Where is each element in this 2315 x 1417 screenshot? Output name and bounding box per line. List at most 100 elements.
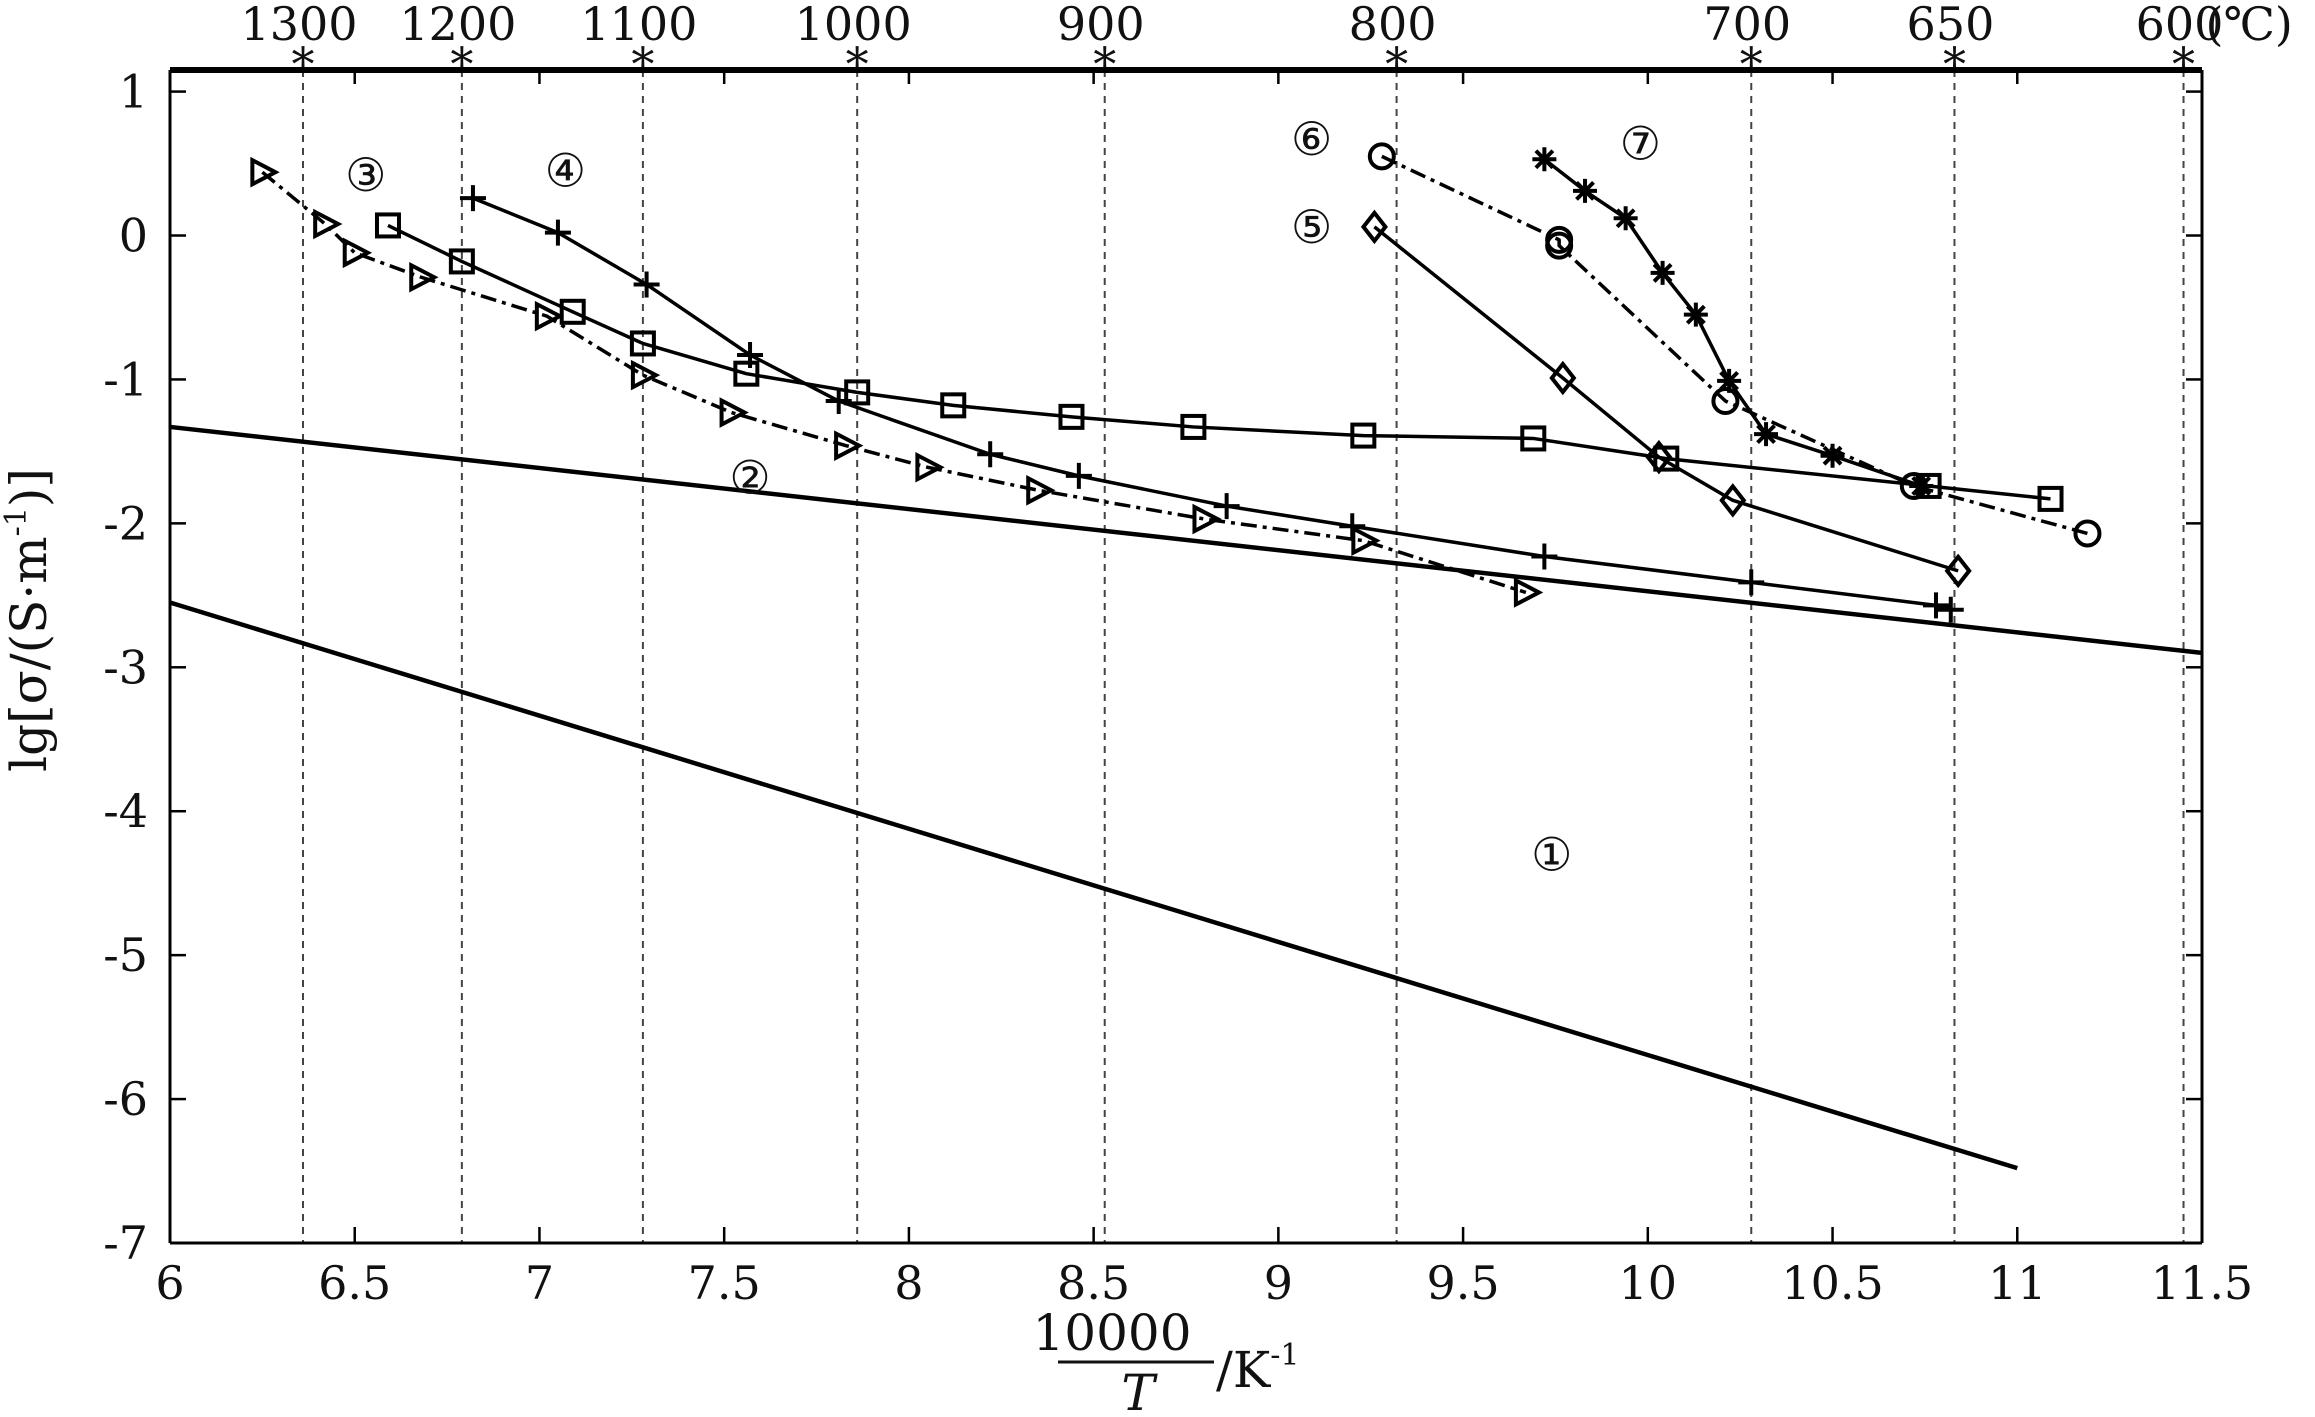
x-tick-label-2: 7 <box>525 1256 554 1310</box>
series-3-point-10 <box>1520 425 1547 452</box>
axes-layer: 6 6.5 7 7.5 8 8.5 9 9.5 10 10.5 11 11.5-7-6-5-4-3-2… <box>103 0 2293 1310</box>
series-line-7 <box>1543 157 1922 488</box>
y-axis-label-sup: -1 <box>0 507 34 536</box>
y-axis-label-prefix: lg[σ/(S·m <box>0 536 58 772</box>
x-axis-unit-text: /K <box>1216 1341 1272 1399</box>
x-tick-label-10: 11 <box>1988 1256 2047 1310</box>
y-tick-label-2: -5 <box>103 928 148 982</box>
series-3-point-6 <box>940 392 967 419</box>
x-tick-label-9: 10.5 <box>1781 1256 1883 1310</box>
top-tick-label-8: 600 <box>2136 0 2224 51</box>
series-3-point-13 <box>2037 485 2064 512</box>
series-6-point-2 <box>1545 231 1574 260</box>
series-3-point-7 <box>1058 403 1085 430</box>
series-3-point-9 <box>1350 422 1377 449</box>
series-5-point-0 <box>1360 209 1388 245</box>
series-2-point-11 <box>1351 525 1381 556</box>
series-7-point-4 <box>1683 302 1708 327</box>
series-line-2 <box>261 170 1527 595</box>
top-tick-label-1: 1200 <box>399 0 516 51</box>
y-tick-label-5: -2 <box>103 496 148 550</box>
series-label-2: ② <box>729 450 770 504</box>
top-tick-label-5: 800 <box>1349 0 1437 51</box>
x-tick-label-11: 11.5 <box>2151 1256 2253 1310</box>
y-tick-label-7: 0 <box>119 209 148 263</box>
series-5-point-4 <box>1944 553 1972 589</box>
series-4-point-4 <box>825 388 852 415</box>
series-line-5 <box>1373 225 1959 573</box>
series-3-point-2 <box>559 298 586 325</box>
series-3-point-5 <box>844 379 871 406</box>
series-2-point-0 <box>250 156 280 188</box>
y-tick-label-0: -7 <box>103 1216 148 1270</box>
top-tick-mark-4: * <box>1093 37 1116 91</box>
series-2-point-9 <box>1026 474 1056 506</box>
top-axis-unit-label: (℃) <box>2206 0 2293 51</box>
x-tick-label-4: 8 <box>894 1256 923 1310</box>
x-axis-label-numerator: 10000 <box>1032 1304 1191 1362</box>
series-7-point-1 <box>1573 178 1598 203</box>
series-2-point-2 <box>342 237 373 269</box>
series-4-point-6 <box>1065 462 1092 489</box>
y-axis-label-suffix: )] <box>0 468 58 507</box>
x-tick-label-5: 8.5 <box>1057 1256 1130 1310</box>
top-tick-mark-5: * <box>1385 37 1408 91</box>
series-label-4: ④ <box>545 144 586 198</box>
series-line-1 <box>169 600 2018 1171</box>
series-2-point-6 <box>719 397 749 428</box>
top-tick-mark-2: * <box>631 37 654 91</box>
y-tick-label-8: 1 <box>119 65 148 119</box>
series-4-point-8 <box>1339 513 1366 540</box>
series-4-point-2 <box>633 271 660 298</box>
series-7-point-6 <box>1754 422 1779 447</box>
series-3-point-11 <box>1653 445 1680 472</box>
series-6-point-3 <box>1711 387 1740 416</box>
series-line-3 <box>387 223 2051 501</box>
series-7-point-5 <box>1717 368 1742 393</box>
series-line-4 <box>472 196 1952 612</box>
series-6-point-5 <box>2073 519 2102 548</box>
series-label-5: ⑤ <box>1291 200 1332 254</box>
series-4-point-12 <box>1937 596 1964 623</box>
series-2-point-5 <box>630 359 661 391</box>
series-3-point-0 <box>374 212 401 239</box>
series-3-point-8 <box>1180 413 1207 440</box>
series-line-8 <box>169 424 2203 656</box>
series-2-point-7 <box>834 430 864 461</box>
series-4-point-7 <box>1213 493 1240 520</box>
series-4-point-3 <box>737 341 764 368</box>
x-tick-label-0: 6 <box>155 1256 184 1310</box>
x-axis-label: 10000 T /K-1 <box>1032 1304 1299 1417</box>
series-4-point-5 <box>977 441 1004 468</box>
series-label-7: ⑦ <box>1620 116 1661 170</box>
series-7-point-0 <box>1532 147 1557 172</box>
series-7-point-8 <box>1909 473 1934 498</box>
top-tick-label-0: 1300 <box>240 0 357 51</box>
y-tick-label-6: -1 <box>103 352 148 406</box>
series-4-point-11 <box>1922 592 1949 619</box>
y-tick-label-3: -4 <box>103 784 148 838</box>
top-tick-mark-0: * <box>292 37 315 91</box>
series-layer <box>169 142 2203 1171</box>
series-7-point-3 <box>1650 260 1675 285</box>
grid-layer <box>302 70 2185 1243</box>
series-3-point-3 <box>629 330 656 357</box>
top-tick-label-7: 650 <box>1907 0 1995 51</box>
series-label-1: ① <box>1531 827 1572 881</box>
series-2-point-8 <box>915 451 945 483</box>
series-3-point-1 <box>448 248 475 275</box>
series-4-point-1 <box>544 219 571 246</box>
series-7-point-2 <box>1613 206 1638 231</box>
series-2-point-4 <box>534 300 565 332</box>
series-label-3: ③ <box>345 148 386 202</box>
top-tick-mark-7: * <box>1943 37 1966 91</box>
series-line-6 <box>1381 154 2088 536</box>
series-2-point-1 <box>313 208 343 240</box>
y-axis-label-text: lg[σ/(S·m-1)] <box>0 468 58 772</box>
series-2-point-3 <box>409 261 439 293</box>
x-axis-label-unit: /K-1 <box>1216 1338 1299 1399</box>
top-tick-label-4: 900 <box>1057 0 1145 51</box>
series-5-point-1 <box>1549 360 1577 396</box>
